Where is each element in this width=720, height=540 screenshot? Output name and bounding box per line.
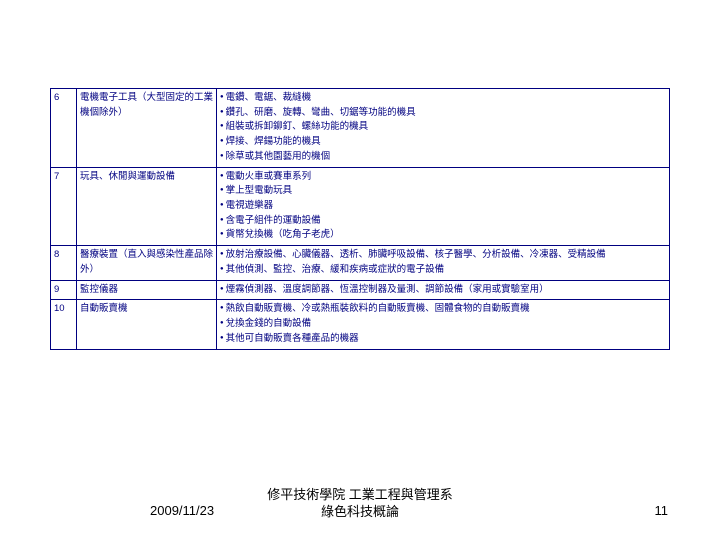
list-item: 含電子組件的運動設備 — [220, 214, 666, 229]
footer-pagenum: 11 — [655, 503, 669, 518]
list-item: 放射治療設備、心臟儀器、透析、肺臟呼吸設備、核子醫學、分析設備、冷凍器、受精設備 — [220, 248, 666, 263]
row-name: 醫療裝置（直入與感染性產品除外） — [77, 246, 217, 280]
footer-title: 修平技術學院 工業工程與管理系 綠色科技概論 — [0, 486, 720, 521]
row-name: 監控儀器 — [77, 280, 217, 300]
list-item: 掌上型電動玩具 — [220, 184, 666, 199]
detail-list: 放射治療設備、心臟儀器、透析、肺臟呼吸設備、核子醫學、分析設備、冷凍器、受精設備… — [220, 248, 666, 277]
row-detail: 煙霧偵測器、溫度調節器、恆溫控制器及量測、調節設備（家用或實驗室用） — [217, 280, 670, 300]
row-detail: 放射治療設備、心臟儀器、透析、肺臟呼吸設備、核子醫學、分析設備、冷凍器、受精設備… — [217, 246, 670, 280]
list-item: 鑽孔、研磨、旋轉、彎曲、切鋸等功能的機具 — [220, 106, 666, 121]
table-row: 10 自動販賣機 熱飲自動販賣機、冷或熱瓶裝飲料的自動販賣機、固體食物的自動販賣… — [51, 300, 670, 349]
list-item: 貨幣兌換機（吃角子老虎） — [220, 228, 666, 243]
list-item: 煙霧偵測器、溫度調節器、恆溫控制器及量測、調節設備（家用或實驗室用） — [220, 283, 666, 298]
list-item: 其他偵測、監控、治療、緩和疾病或症狀的電子設備 — [220, 263, 666, 278]
footer-title-line1: 修平技術學院 工業工程與管理系 — [267, 487, 453, 502]
list-item: 熱飲自動販賣機、冷或熱瓶裝飲料的自動販賣機、固體食物的自動販賣機 — [220, 302, 666, 317]
list-item: 組裝或拆卸鉚釘、螺絲功能的機具 — [220, 120, 666, 135]
row-number: 8 — [51, 246, 77, 280]
footer-title-line2: 綠色科技概論 — [321, 504, 399, 519]
row-detail: 電動火車或賽車系列 掌上型電動玩具 電視遊樂器 含電子組件的運動設備 貨幣兌換機… — [217, 167, 670, 246]
list-item: 焊接、焊鍚功能的機具 — [220, 135, 666, 150]
list-item: 電動火車或賽車系列 — [220, 170, 666, 185]
row-number: 6 — [51, 89, 77, 168]
table-body: 6 電機電子工具（大型固定的工業機個除外） 電鑽、電鋸、裁縫機 鑽孔、研磨、旋轉… — [51, 89, 670, 350]
category-table: 6 電機電子工具（大型固定的工業機個除外） 電鑽、電鋸、裁縫機 鑽孔、研磨、旋轉… — [50, 88, 670, 350]
list-item: 電鑽、電鋸、裁縫機 — [220, 91, 666, 106]
list-item: 除草或其他園藝用的機個 — [220, 150, 666, 165]
table-row: 8 醫療裝置（直入與感染性產品除外） 放射治療設備、心臟儀器、透析、肺臟呼吸設備… — [51, 246, 670, 280]
detail-list: 煙霧偵測器、溫度調節器、恆溫控制器及量測、調節設備（家用或實驗室用） — [220, 283, 666, 298]
detail-list: 電動火車或賽車系列 掌上型電動玩具 電視遊樂器 含電子組件的運動設備 貨幣兌換機… — [220, 170, 666, 244]
row-detail: 熱飲自動販賣機、冷或熱瓶裝飲料的自動販賣機、固體食物的自動販賣機 兌換金錢的自動… — [217, 300, 670, 349]
detail-list: 電鑽、電鋸、裁縫機 鑽孔、研磨、旋轉、彎曲、切鋸等功能的機具 組裝或拆卸鉚釘、螺… — [220, 91, 666, 165]
row-name: 電機電子工具（大型固定的工業機個除外） — [77, 89, 217, 168]
row-name: 玩具、休閒與運動設備 — [77, 167, 217, 246]
row-detail: 電鑽、電鋸、裁縫機 鑽孔、研磨、旋轉、彎曲、切鋸等功能的機具 組裝或拆卸鉚釘、螺… — [217, 89, 670, 168]
slide-page: 6 電機電子工具（大型固定的工業機個除外） 電鑽、電鋸、裁縫機 鑽孔、研磨、旋轉… — [0, 0, 720, 540]
list-item: 電視遊樂器 — [220, 199, 666, 214]
row-number: 9 — [51, 280, 77, 300]
row-number: 7 — [51, 167, 77, 246]
list-item: 兌換金錢的自動設備 — [220, 317, 666, 332]
list-item: 其他可自動販賣各種產品的機器 — [220, 332, 666, 347]
table-row: 7 玩具、休閒與運動設備 電動火車或賽車系列 掌上型電動玩具 電視遊樂器 含電子… — [51, 167, 670, 246]
row-name: 自動販賣機 — [77, 300, 217, 349]
table-row: 6 電機電子工具（大型固定的工業機個除外） 電鑽、電鋸、裁縫機 鑽孔、研磨、旋轉… — [51, 89, 670, 168]
row-number: 10 — [51, 300, 77, 349]
table-row: 9 監控儀器 煙霧偵測器、溫度調節器、恆溫控制器及量測、調節設備（家用或實驗室用… — [51, 280, 670, 300]
detail-list: 熱飲自動販賣機、冷或熱瓶裝飲料的自動販賣機、固體食物的自動販賣機 兌換金錢的自動… — [220, 302, 666, 346]
